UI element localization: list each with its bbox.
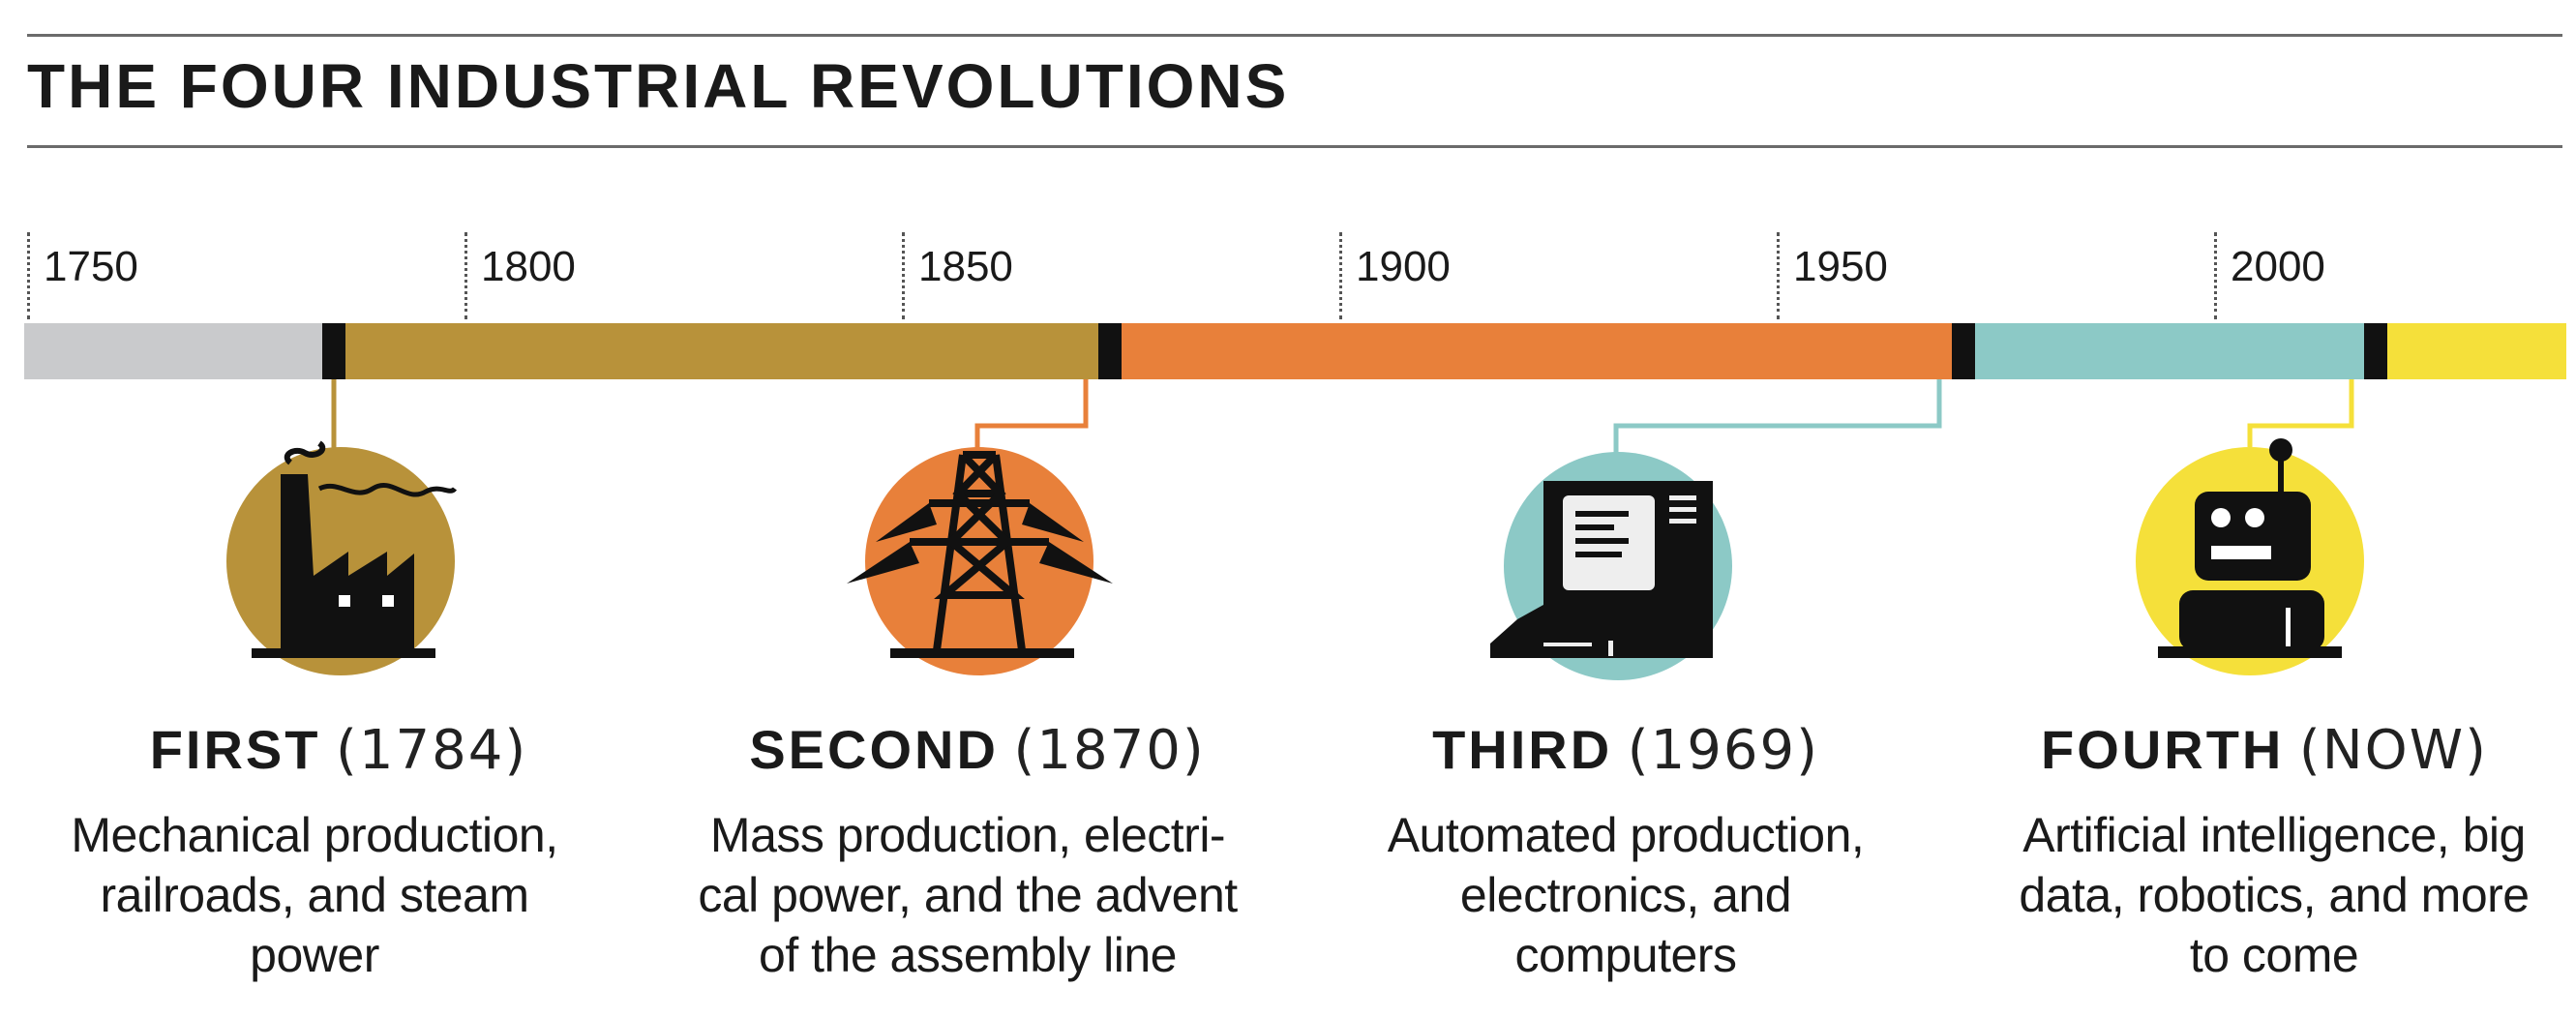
revolution-name: FOURTH <box>2041 719 2285 780</box>
description-line: railroads, and steam <box>100 868 529 922</box>
description-line: data, robotics, and more <box>2019 868 2530 922</box>
description-line: computers <box>1514 928 1737 982</box>
connector-fourth <box>2247 379 2354 447</box>
year-label-1850: 1850 <box>902 232 1013 319</box>
revolution-date: (1870) <box>1013 719 1206 782</box>
segment-fourth <box>2376 323 2566 379</box>
connector-third <box>1613 379 1942 455</box>
revolution-name: THIRD <box>1432 719 1613 780</box>
description-line: power <box>250 928 379 982</box>
marker-third <box>1952 323 1975 379</box>
revolution-heading-fourth: FOURTH (NOW) <box>1926 718 2576 782</box>
revolution-description-first: Mechanical production, railroads, and st… <box>44 805 585 985</box>
segment-second <box>1110 323 1963 379</box>
timeline-bar <box>24 323 2566 379</box>
year-label-2000: 2000 <box>2214 232 2325 319</box>
description-line: cal power, and the advent <box>698 868 1238 922</box>
title-underline <box>27 145 2562 148</box>
revolution-date: (NOW) <box>2298 719 2488 782</box>
segment-third <box>1963 323 2376 379</box>
top-rule <box>27 34 2562 37</box>
page-title: THE FOUR INDUSTRIAL REVOLUTIONS <box>27 51 1290 121</box>
robot-icon <box>2136 438 2364 675</box>
revolution-description-second: Mass production, electri- cal power, and… <box>697 805 1239 985</box>
description-line: to come <box>2189 928 2359 982</box>
marker-fourth <box>2364 323 2387 379</box>
factory-icon <box>226 440 458 675</box>
description-line: electronics, and <box>1459 868 1792 922</box>
description-line: Artificial intelligence, big <box>2022 808 2526 862</box>
segment-pre-industrial <box>24 323 334 379</box>
marker-second <box>1098 323 1122 379</box>
power-tower-icon <box>847 447 1113 675</box>
connector-second <box>974 379 1089 460</box>
year-label-1900: 1900 <box>1339 232 1451 319</box>
marker-first <box>322 323 345 379</box>
revolution-name: SECOND <box>749 719 999 780</box>
description-line: Mechanical production, <box>71 808 558 862</box>
year-label-1750: 1750 <box>27 232 138 319</box>
year-label-1800: 1800 <box>464 232 576 319</box>
description-line: of the assembly line <box>759 928 1177 982</box>
revolution-heading-third: THIRD (1969) <box>1287 718 1964 782</box>
year-label-1950: 1950 <box>1777 232 1888 319</box>
revolution-heading-first: FIRST (1784) <box>0 718 677 782</box>
revolution-description-third: Automated production, electronics, and c… <box>1355 805 1897 985</box>
computer-icon <box>1490 452 1732 680</box>
description-line: Automated production, <box>1387 808 1865 862</box>
revolution-date: (1784) <box>336 719 528 782</box>
revolution-heading-second: SECOND (1870) <box>639 718 1316 782</box>
segment-first <box>334 323 1110 379</box>
description-line: Mass production, electri- <box>709 808 1226 862</box>
revolution-description-fourth: Artificial intelligence, big data, robot… <box>2003 805 2545 985</box>
revolution-name: FIRST <box>149 719 321 780</box>
revolution-date: (1969) <box>1627 719 1819 782</box>
